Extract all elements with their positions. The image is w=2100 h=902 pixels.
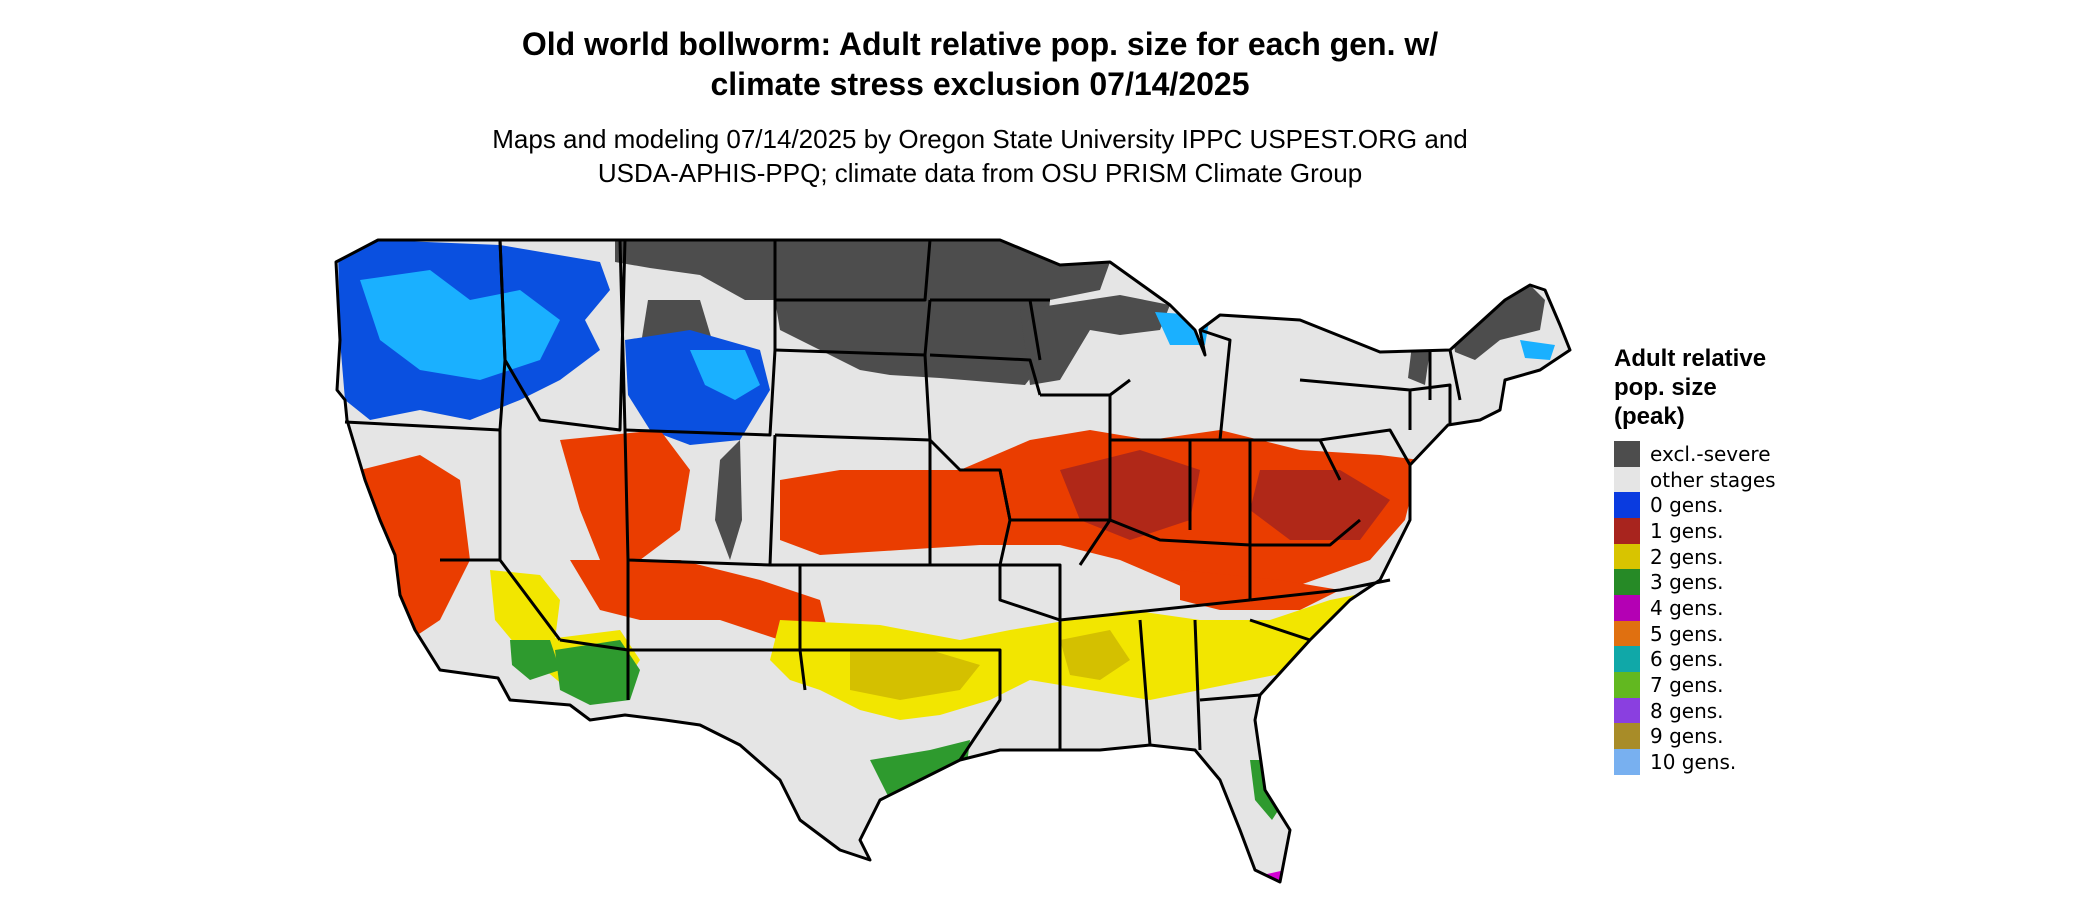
us-generation-map bbox=[334, 238, 1572, 884]
legend-items: excl.-severe other stages 0 gens. 1 gens. 2 … bbox=[1614, 440, 1834, 776]
legend-title-line-1: Adult relative bbox=[1614, 345, 1767, 372]
state-border bbox=[1249, 618, 1311, 642]
excluded-zone-north-plains bbox=[615, 240, 1110, 385]
one-gen-tennessee bbox=[1180, 570, 1340, 610]
state-border bbox=[929, 353, 1042, 396]
legend-item: 9 gens. bbox=[1614, 723, 1834, 750]
state-border bbox=[334, 238, 1572, 884]
subtitle-line-1: Maps and modeling 07/14/2025 by Oregon S… bbox=[492, 124, 1468, 154]
legend-item: 8 gens. bbox=[1614, 697, 1834, 724]
legend-item: 6 gens. bbox=[1614, 646, 1834, 673]
legend-item: 1 gens. bbox=[1614, 517, 1834, 544]
state-border bbox=[930, 563, 1061, 622]
state-borders bbox=[334, 238, 1572, 884]
chart-subtitle: Maps and modeling 07/14/2025 by Oregon S… bbox=[330, 122, 1630, 190]
legend-item: 10 gens. bbox=[1614, 749, 1834, 776]
excluded-zone-vermont bbox=[1408, 345, 1430, 385]
legend: Adult relative pop. size (peak) excl.-se… bbox=[1614, 344, 1834, 776]
legend-swatch bbox=[1614, 672, 1640, 699]
excluded-zone-upper-midwest bbox=[1020, 295, 1170, 385]
legend-swatch bbox=[1614, 646, 1640, 673]
zero-gen-light-nw bbox=[360, 270, 560, 380]
legend-swatch bbox=[1614, 466, 1640, 493]
legend-swatch bbox=[1614, 543, 1640, 570]
legend-label: 2 gens. bbox=[1650, 544, 1724, 569]
legend-label: excl.-severe bbox=[1650, 441, 1771, 466]
legend-label: 10 gens. bbox=[1650, 750, 1737, 775]
legend-label: 1 gens. bbox=[1650, 518, 1724, 543]
three-gen-arizona bbox=[555, 640, 640, 705]
state-border bbox=[1193, 619, 1202, 751]
state-border bbox=[618, 239, 627, 431]
state-border bbox=[1249, 578, 1391, 602]
three-gen-socal bbox=[510, 640, 560, 680]
state-border bbox=[800, 648, 1002, 761]
legend-item: 0 gens. bbox=[1614, 492, 1834, 519]
legend-swatch bbox=[1614, 440, 1640, 467]
title-line-2: climate stress exclusion 07/14/2025 bbox=[710, 66, 1250, 102]
state-border bbox=[1199, 328, 1232, 441]
subtitle-line-2: USDA-APHIS-PPQ; climate data from OSU PR… bbox=[597, 158, 1363, 188]
legend-label: 6 gens. bbox=[1650, 647, 1724, 672]
excluded-zone-maine bbox=[1450, 285, 1545, 360]
legend-item: 7 gens. bbox=[1614, 672, 1834, 699]
state-border bbox=[623, 429, 777, 567]
state-border bbox=[1199, 693, 1261, 702]
one-gen-dark-midwest bbox=[1060, 450, 1200, 540]
legend-item: excl.-severe bbox=[1614, 440, 1834, 467]
zero-gen-maine-coast bbox=[1520, 340, 1555, 360]
legend-label: 3 gens. bbox=[1650, 570, 1724, 595]
legend-title-line-3: (peak) bbox=[1614, 403, 1685, 430]
legend-title-line-2: pop. size bbox=[1614, 374, 1717, 401]
legend-swatch bbox=[1614, 697, 1640, 724]
legend-swatch bbox=[1614, 517, 1640, 544]
excluded-zone-colorado bbox=[715, 440, 742, 560]
legend-item: 5 gens. bbox=[1614, 620, 1834, 647]
legend-swatch bbox=[1614, 620, 1640, 647]
state-border bbox=[1250, 518, 1361, 547]
legend-label: other stages bbox=[1650, 467, 1776, 492]
state-border bbox=[1109, 518, 1252, 600]
title-line-1: Old world bollworm: Adult relative pop. … bbox=[521, 26, 1439, 62]
state-border bbox=[1409, 383, 1452, 425]
legend-label: 5 gens. bbox=[1650, 621, 1724, 646]
legend-title: Adult relative pop. size (peak) bbox=[1614, 344, 1834, 431]
state-border bbox=[1319, 428, 1412, 466]
legend-item: 4 gens. bbox=[1614, 594, 1834, 621]
state-border bbox=[1448, 349, 1462, 401]
state-border bbox=[1138, 619, 1152, 746]
legend-label: 0 gens. bbox=[1650, 493, 1724, 518]
legend-label: 9 gens. bbox=[1650, 724, 1724, 749]
one-gen-southwest bbox=[570, 560, 830, 640]
state-border bbox=[1059, 598, 1251, 622]
legend-swatch bbox=[1614, 569, 1640, 596]
state-border bbox=[775, 239, 932, 302]
map-layers bbox=[336, 240, 1570, 882]
legend-label: 7 gens. bbox=[1650, 673, 1724, 698]
zero-gen-light-wyoming bbox=[690, 350, 760, 400]
two-gen-southern-ca bbox=[490, 570, 560, 650]
legend-swatch bbox=[1614, 749, 1640, 776]
legend-swatch bbox=[1614, 723, 1640, 750]
state-border bbox=[624, 240, 777, 437]
legend-label: 8 gens. bbox=[1650, 698, 1724, 723]
legend-label: 4 gens. bbox=[1650, 595, 1724, 620]
state-border bbox=[498, 239, 627, 432]
two-gen-dark-mississippi bbox=[1060, 630, 1130, 680]
legend-item: other stages bbox=[1614, 466, 1834, 493]
legend-item: 2 gens. bbox=[1614, 543, 1834, 570]
legend-swatch bbox=[1614, 492, 1640, 519]
two-gen-dark-texas bbox=[850, 650, 980, 700]
chart-title: Old world bollworm: Adult relative pop. … bbox=[330, 24, 1630, 104]
state-border bbox=[1109, 378, 1131, 397]
legend-item: 3 gens. bbox=[1614, 569, 1834, 596]
legend-swatch bbox=[1614, 594, 1640, 621]
